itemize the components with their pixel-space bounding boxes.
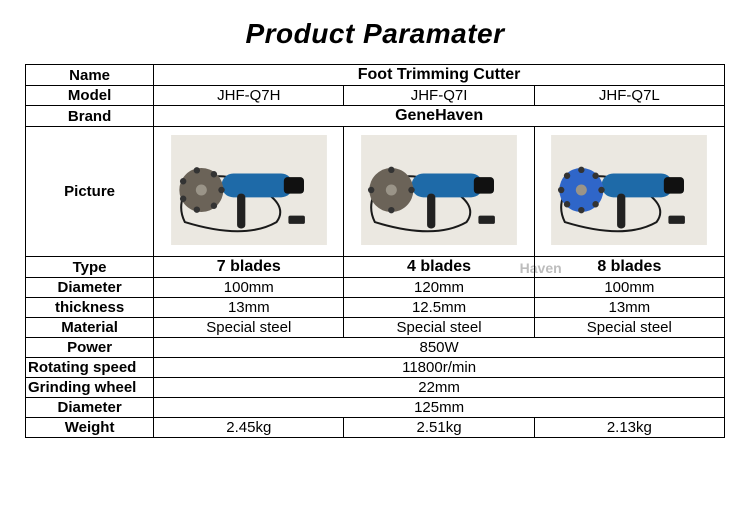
value-weight-0: 2.45kg <box>154 418 344 438</box>
label-weight: Weight <box>26 418 154 438</box>
value-power: 850W <box>154 338 725 358</box>
value-material-2: Special steel <box>534 318 724 338</box>
value-model-2: JHF-Q7L <box>534 86 724 106</box>
page: Product Paramater NameFoot Trimming Cutt… <box>25 0 725 438</box>
value-diameter2: 125mm <box>154 398 725 418</box>
value-name: Foot Trimming Cutter <box>154 65 725 86</box>
value-brand: GeneHaven <box>154 106 725 127</box>
label-picture: Picture <box>26 127 154 257</box>
spec-table: NameFoot Trimming CutterModelJHF-Q7HJHF-… <box>25 64 725 438</box>
value-material-1: Special steel <box>344 318 534 338</box>
page-title: Product Paramater <box>25 18 725 50</box>
value-type-2: 8 blades <box>534 257 724 278</box>
value-thickness-2: 13mm <box>534 298 724 318</box>
value-diameter-2: 100mm <box>534 278 724 298</box>
label-type: Type <box>26 257 154 278</box>
value-type-0: 7 blades <box>154 257 344 278</box>
label-diameter2: Diameter <box>26 398 154 418</box>
picture-cell-1 <box>344 127 534 257</box>
value-rotating-speed: 11800r/min <box>154 358 725 378</box>
value-thickness-1: 12.5mm <box>344 298 534 318</box>
label-rotating_speed: Rotating speed <box>26 358 154 378</box>
value-thickness-0: 13mm <box>154 298 344 318</box>
label-grinding_wheel: Grinding wheel <box>26 378 154 398</box>
value-type-1: 4 blades <box>344 257 534 278</box>
label-power: Power <box>26 338 154 358</box>
label-material: Material <box>26 318 154 338</box>
picture-cell-2 <box>534 127 724 257</box>
label-thickness: thickness <box>26 298 154 318</box>
picture-cell-0 <box>154 127 344 257</box>
value-weight-1: 2.51kg <box>344 418 534 438</box>
value-grinding-wheel: 22mm <box>154 378 725 398</box>
value-model-0: JHF-Q7H <box>154 86 344 106</box>
value-diameter-0: 100mm <box>154 278 344 298</box>
label-diameter: Diameter <box>26 278 154 298</box>
value-weight-2: 2.13kg <box>534 418 724 438</box>
value-diameter-1: 120mm <box>344 278 534 298</box>
label-model: Model <box>26 86 154 106</box>
label-name: Name <box>26 65 154 86</box>
label-brand: Brand <box>26 106 154 127</box>
value-material-0: Special steel <box>154 318 344 338</box>
value-model-1: JHF-Q7I <box>344 86 534 106</box>
